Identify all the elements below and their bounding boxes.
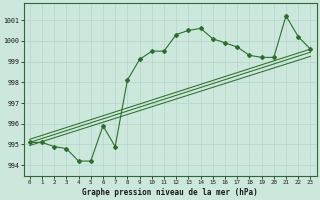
X-axis label: Graphe pression niveau de la mer (hPa): Graphe pression niveau de la mer (hPa)	[82, 188, 258, 197]
